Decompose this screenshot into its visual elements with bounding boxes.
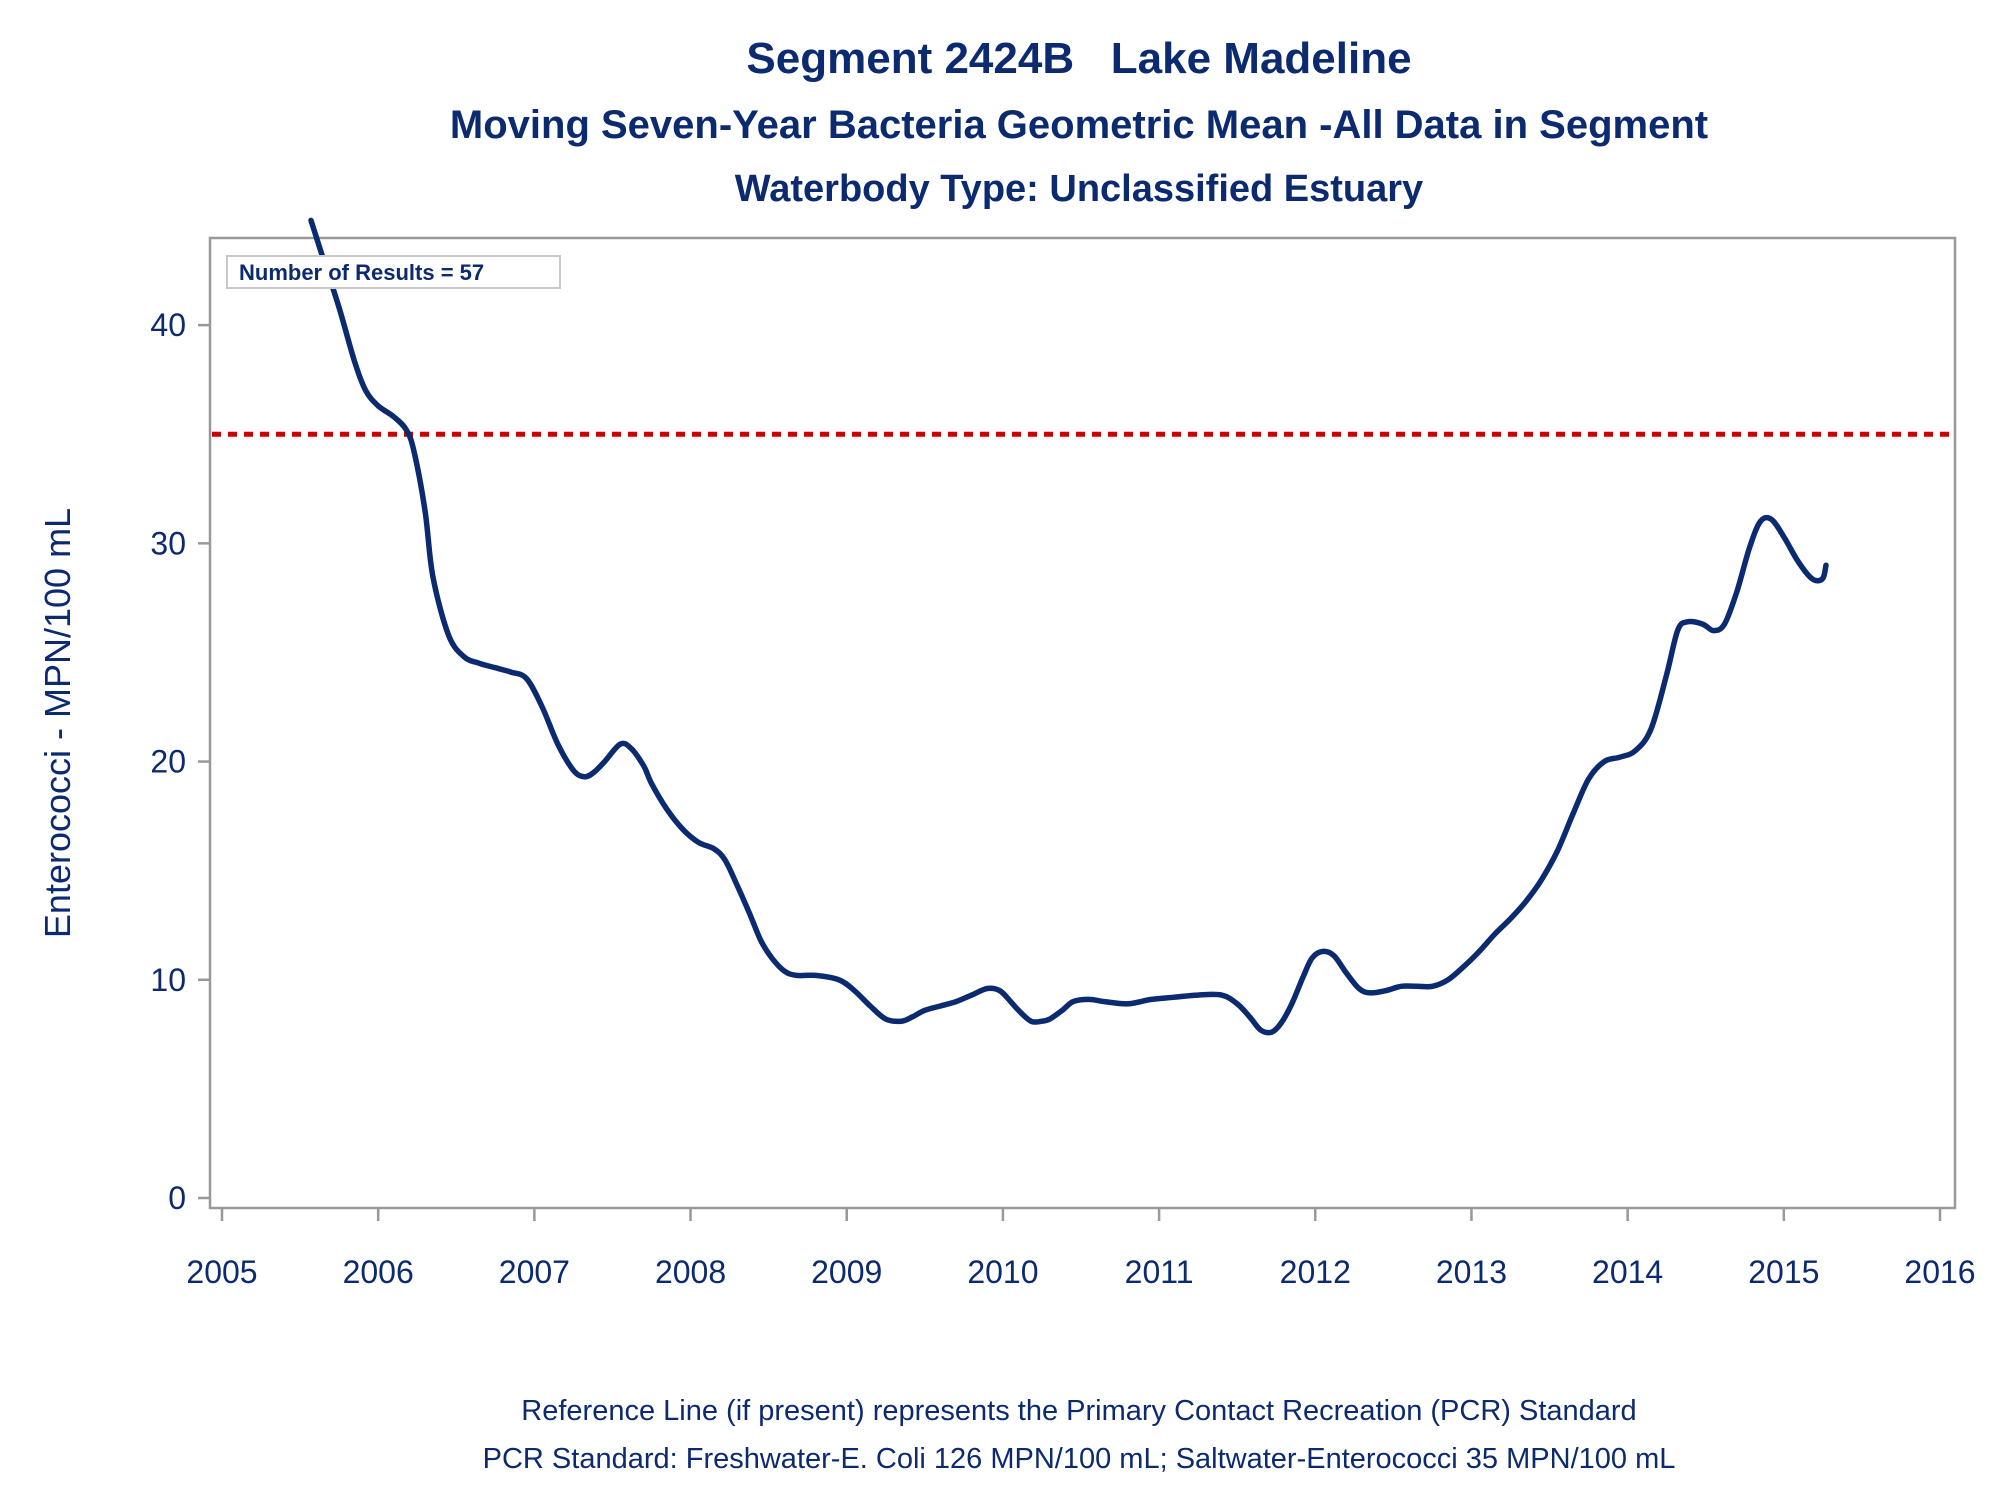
y-axis-title-group: Enterococci - MPN/100 mL (37, 508, 78, 938)
x-tick-label: 2006 (343, 1254, 414, 1290)
result-count-box: Number of Results = 57 (226, 255, 561, 289)
x-tick-label: 2011 (1125, 1254, 1194, 1290)
x-axis: 2005 2006 2007 2008 2009 2010 2011 2012 2013 2014… (186, 1208, 1976, 1290)
y-tick-label: 30 (150, 525, 186, 561)
y-axis-title: Enterococci - MPN/100 mL (37, 508, 78, 938)
chart-subtitle: Moving Seven-Year Bacteria Geometric Mea… (449, 103, 1709, 147)
chart-subtitle-waterbody: Waterbody Type: Unclassified Estuary (734, 168, 1424, 210)
x-tick-label: 2005 (186, 1254, 257, 1290)
footnote-reference-line: Reference Line (if present) represents t… (521, 1395, 1637, 1427)
y-tick-label: 0 (168, 1180, 186, 1216)
x-tick-label: 2008 (655, 1254, 726, 1290)
x-tick-label: 2010 (967, 1254, 1038, 1290)
x-tick-label: 2014 (1592, 1254, 1663, 1290)
x-tick-label: 2012 (1280, 1254, 1351, 1290)
x-tick-label: 2013 (1436, 1254, 1507, 1290)
x-tick-label: 2009 (811, 1254, 882, 1290)
x-tick-label: 2016 (1904, 1254, 1975, 1290)
result-count-label: Number of Results = 57 (239, 260, 484, 285)
y-tick-label: 20 (150, 744, 186, 780)
y-axis: 0 10 20 30 40 (150, 307, 210, 1216)
chart-title: Segment 2424B Lake Madeline (746, 34, 1412, 83)
x-tick-label: 2007 (499, 1254, 570, 1290)
series-line (308, 217, 1829, 1036)
plot-frame (208, 236, 1957, 1210)
y-tick-label: 10 (150, 962, 186, 998)
footnote-pcr-standard: PCR Standard: Freshwater-E. Coli 126 MPN… (482, 1443, 1676, 1475)
y-tick-label: 40 (150, 307, 186, 343)
x-tick-label: 2015 (1748, 1254, 1819, 1290)
